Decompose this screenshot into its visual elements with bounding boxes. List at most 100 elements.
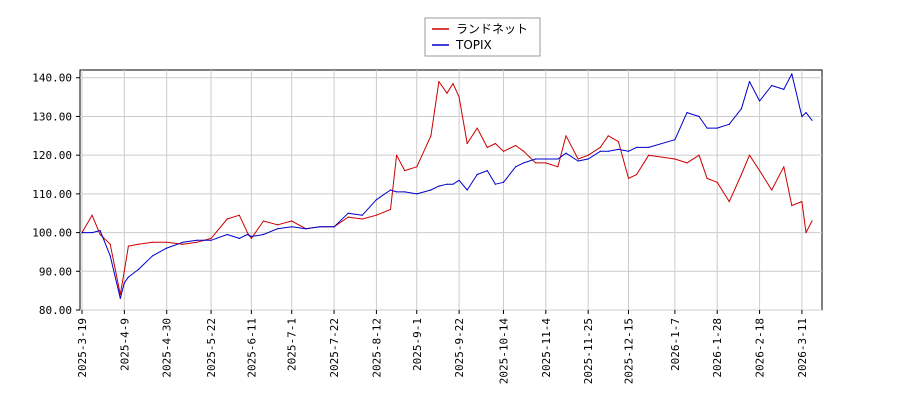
data-point — [577, 160, 579, 162]
legend: ランドネット TOPIX — [424, 17, 541, 57]
data-point — [759, 170, 761, 172]
data-point — [627, 177, 630, 179]
x-tick-label: 2025-10-14 — [497, 318, 510, 385]
data-point — [523, 150, 525, 152]
x-tick-label: 2025-12-15 — [622, 318, 635, 384]
data-point — [458, 179, 460, 181]
data-point — [262, 233, 265, 236]
y-tick-label: 130.00 — [32, 110, 72, 123]
x-tick-label: 2025-11-4 — [540, 318, 553, 378]
legend-box — [424, 17, 541, 57]
data-point — [466, 189, 468, 191]
data-point — [347, 216, 349, 218]
data-point — [389, 189, 392, 191]
data-point — [599, 150, 601, 152]
x-tick-label: 2026-2-18 — [754, 318, 767, 378]
x-tick-label: 2025-11-25 — [582, 318, 595, 384]
data-point — [99, 230, 101, 232]
data-point — [706, 177, 708, 179]
data-point — [291, 226, 293, 228]
data-point — [674, 158, 676, 160]
data-point — [238, 237, 240, 239]
data-point — [791, 204, 793, 207]
data-point — [565, 135, 567, 137]
data-point — [636, 173, 638, 176]
data-point — [430, 189, 432, 191]
data-point — [607, 150, 609, 152]
data-point — [577, 158, 579, 160]
legend-label-series-2: TOPIX — [455, 38, 492, 52]
data-point — [361, 214, 363, 216]
x-tick-label: 2025-7-1 — [286, 318, 299, 371]
data-point — [791, 73, 793, 75]
data-point — [446, 183, 448, 185]
plot-area: 80.00 90.00 100.00 110.00 120.00 130.00 140.00… — [32, 69, 823, 384]
data-point — [805, 112, 807, 114]
x-tick-label: 2025-7-22 — [328, 318, 341, 378]
data-point — [759, 100, 761, 102]
data-point — [262, 220, 265, 222]
data-point — [617, 141, 620, 143]
data-point — [109, 255, 111, 257]
data-point — [502, 181, 505, 183]
data-point — [91, 214, 93, 216]
data-point — [137, 243, 140, 245]
data-point — [277, 224, 279, 226]
data-point — [805, 232, 807, 234]
data-point — [119, 293, 121, 296]
data-point — [333, 226, 335, 228]
data-point — [109, 243, 111, 245]
data-point — [476, 127, 478, 129]
series-layer — [81, 73, 813, 299]
data-point — [494, 142, 496, 145]
data-point — [801, 201, 803, 203]
data-point — [152, 255, 154, 257]
series-2 — [81, 73, 813, 299]
y-tick-label: 80.00 — [39, 304, 72, 317]
data-point — [728, 201, 730, 203]
data-point — [674, 139, 676, 141]
data-point — [137, 268, 140, 270]
y-tick-label: 110.00 — [32, 188, 72, 201]
data-point — [627, 150, 630, 152]
data-point — [226, 233, 228, 236]
data-point — [404, 170, 406, 172]
data-point — [404, 191, 406, 193]
data-point — [486, 170, 488, 172]
data-point — [476, 173, 478, 176]
data-point — [502, 150, 505, 152]
data-point — [648, 154, 650, 156]
data-point — [716, 181, 718, 183]
data-point — [515, 166, 517, 168]
data-point — [416, 193, 418, 195]
x-tick-label: 2026-1-7 — [669, 318, 682, 371]
data-point — [587, 154, 589, 156]
data-point — [636, 146, 638, 148]
plot-frame — [79, 69, 823, 311]
data-point — [389, 208, 392, 210]
data-point — [196, 241, 198, 243]
data-point — [617, 148, 620, 150]
data-point — [698, 154, 700, 156]
data-point — [246, 232, 248, 234]
x-tick-label: 2025-5-22 — [205, 318, 218, 378]
data-point — [291, 220, 293, 222]
data-point — [196, 239, 198, 241]
data-point — [99, 233, 101, 236]
data-point — [771, 84, 773, 87]
data-point — [152, 241, 154, 243]
series-1 — [81, 81, 813, 296]
x-tick-label: 2026-1-28 — [711, 318, 724, 378]
data-point — [535, 158, 537, 160]
grid — [80, 70, 822, 311]
data-point — [438, 185, 440, 187]
y-axis: 80.00 90.00 100.00 110.00 120.00 130.00 140.00 — [32, 72, 80, 317]
data-point — [123, 282, 125, 284]
data-point — [648, 146, 650, 148]
data-point — [166, 247, 168, 249]
x-tick-label: 2025-9-22 — [453, 318, 466, 378]
x-axis: 2025-3-19 2025-4-9 2025-4-30 2025-5-22 2025-… — [76, 310, 809, 384]
data-point — [226, 218, 228, 220]
data-point — [81, 232, 83, 234]
x-tick-label: 2025-9-1 — [411, 318, 424, 371]
